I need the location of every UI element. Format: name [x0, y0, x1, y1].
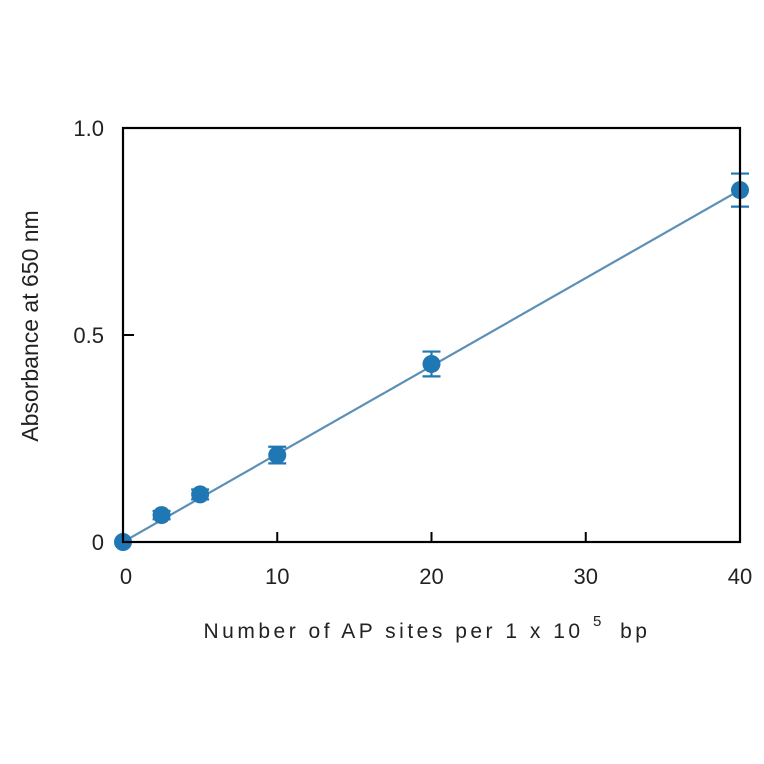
- x-tick-label: 0: [120, 564, 132, 589]
- y-tick-label: 0.5: [73, 323, 104, 348]
- error-bar-layer: [152, 172, 749, 521]
- data-point: [152, 506, 171, 525]
- data-point: [268, 446, 287, 465]
- data-point: [422, 354, 441, 373]
- axes: [121, 126, 742, 544]
- x-axis-label-superscript: 5: [593, 613, 605, 630]
- x-tick-label: 20: [419, 564, 443, 589]
- x-axis-label-suffix: bp: [620, 620, 650, 643]
- y-axis-label: Absorbance at 650 nm: [17, 210, 43, 441]
- data-point-layer: [114, 181, 749, 551]
- ticks: 0 10 20 30 40 0 0.5 1.0: [73, 116, 752, 589]
- y-tick-label: 0: [92, 530, 104, 555]
- x-tick-label: 10: [265, 564, 289, 589]
- data-point: [191, 485, 210, 504]
- x-tick-label: 30: [574, 564, 598, 589]
- x-axis-label-main: Number of AP sites per 1 x 10: [204, 620, 584, 643]
- y-tick-label: 1.0: [73, 116, 104, 141]
- x-tick-label: 40: [728, 564, 752, 589]
- x-axis-label: Number of AP sites per 1 x 10 5 bp: [204, 608, 651, 643]
- plot-frame: [121, 126, 742, 544]
